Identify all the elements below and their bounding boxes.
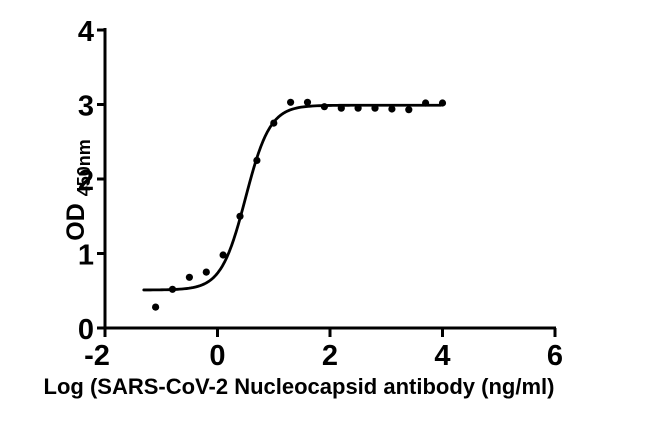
- y-tick-label: 4: [78, 16, 94, 48]
- y-axis-title-main: OD: [62, 203, 90, 241]
- data-point: [168, 285, 177, 293]
- y-axis-title-subscript: 450nm: [74, 139, 94, 196]
- data-points: [152, 98, 447, 311]
- data-point: [354, 104, 362, 112]
- data-point: [303, 98, 312, 106]
- data-point: [422, 99, 430, 107]
- data-point: [202, 268, 210, 276]
- y-tick-label: 0: [78, 314, 94, 346]
- axes: [103, 28, 556, 330]
- y-axis-title: OD 450nm: [62, 139, 94, 241]
- x-axis-title: Log (SARS-CoV-2 Nucleocapsid antibody (n…: [44, 374, 555, 399]
- data-point: [388, 105, 396, 113]
- x-tick-label: 2: [322, 340, 338, 372]
- y-tick-label: 1: [78, 240, 94, 272]
- x-tick-label: 6: [547, 340, 563, 372]
- x-tick-label: -2: [84, 340, 110, 372]
- data-point: [287, 98, 295, 106]
- x-tick-label: 4: [434, 340, 450, 372]
- fit-curve: [142, 103, 443, 292]
- data-point: [337, 104, 345, 112]
- data-point: [152, 303, 160, 311]
- data-point: [185, 273, 193, 281]
- data-point: [438, 99, 447, 107]
- axis-ticks: [97, 28, 557, 337]
- data-point: [320, 103, 328, 111]
- data-point: [371, 104, 379, 112]
- x-tick-label: 0: [209, 340, 225, 372]
- y-tick-label: 3: [78, 91, 94, 123]
- data-point: [253, 156, 261, 164]
- data-point: [219, 251, 227, 259]
- data-point: [270, 119, 278, 127]
- y-tick-label: 2: [78, 165, 94, 197]
- data-point: [236, 212, 244, 220]
- data-point: [405, 106, 413, 114]
